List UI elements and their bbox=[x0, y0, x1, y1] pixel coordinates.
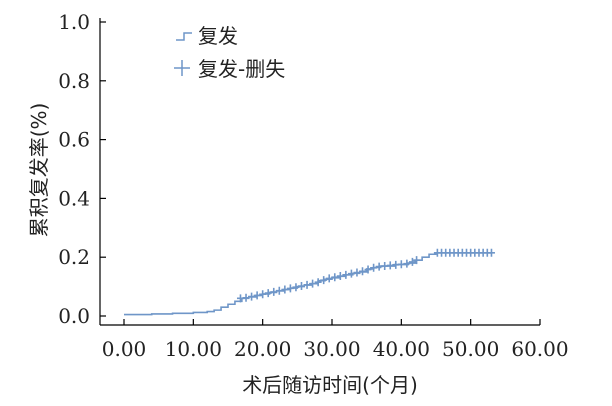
censor-mark bbox=[353, 268, 361, 277]
censor-mark bbox=[242, 293, 250, 302]
x-tick-label: 40.00 bbox=[373, 337, 430, 361]
x-tick-label: 10.00 bbox=[165, 337, 222, 361]
censor-mark bbox=[408, 257, 416, 266]
x-tick-label: 20.00 bbox=[234, 337, 291, 361]
legend-label-censor: 复发-删失 bbox=[198, 57, 285, 81]
censor-mark bbox=[259, 290, 267, 299]
censor-mark bbox=[303, 280, 311, 289]
censor-mark bbox=[359, 267, 367, 276]
censor-mark bbox=[292, 283, 300, 292]
x-tick-label: 50.00 bbox=[442, 337, 499, 361]
censor-mark bbox=[275, 286, 283, 295]
x-axis-title: 术后随访时间(个月) bbox=[242, 373, 418, 397]
censor-mark bbox=[270, 287, 278, 296]
legend-step-swatch bbox=[176, 32, 192, 41]
censor-mark bbox=[487, 248, 495, 257]
y-tick-label: 0.2 bbox=[58, 245, 90, 269]
censor-mark bbox=[314, 278, 322, 287]
legend-label-step: 复发 bbox=[198, 24, 238, 48]
censor-mark bbox=[253, 291, 261, 300]
x-ticks: 0.00 10.00 20.00 30.00 40.00 50.00 60.00 bbox=[102, 319, 569, 361]
censor-mark bbox=[413, 256, 421, 265]
censor-mark bbox=[264, 289, 272, 298]
censor-mark bbox=[336, 272, 344, 281]
x-tick-label: 60.00 bbox=[511, 337, 568, 361]
plot-area: 0.0 0.2 0.4 0.6 0.8 1.0 0.00 10.00 20.00 30.00 40… bbox=[58, 10, 568, 361]
legend: 复发 复发-删失 bbox=[174, 24, 285, 81]
censor-mark bbox=[309, 279, 317, 288]
x-tick-label: 30.00 bbox=[303, 337, 360, 361]
censor-mark bbox=[325, 274, 333, 283]
censor-mark bbox=[331, 273, 339, 282]
y-tick-label: 0.0 bbox=[58, 304, 90, 328]
y-tick-label: 1.0 bbox=[58, 10, 90, 34]
x-tick-label: 0.00 bbox=[102, 337, 147, 361]
censor-marks bbox=[236, 248, 495, 303]
censor-mark bbox=[248, 292, 256, 301]
censor-mark bbox=[364, 265, 372, 274]
censor-mark bbox=[347, 269, 355, 278]
censor-mark bbox=[281, 285, 289, 294]
y-tick-label: 0.8 bbox=[58, 69, 90, 93]
censor-mark bbox=[297, 282, 305, 291]
y-axis-title: 累积复发率(%) bbox=[27, 103, 51, 238]
censor-mark bbox=[342, 270, 350, 279]
legend-item-censor: 复发-删失 bbox=[174, 57, 285, 81]
censor-mark bbox=[320, 276, 328, 285]
legend-censor-swatch bbox=[174, 60, 190, 76]
legend-item-step: 复发 bbox=[176, 24, 238, 48]
y-ticks: 0.0 0.2 0.4 0.6 0.8 1.0 bbox=[58, 10, 106, 328]
y-tick-label: 0.4 bbox=[58, 186, 90, 210]
censor-mark bbox=[370, 263, 378, 272]
censor-mark bbox=[403, 259, 411, 268]
censor-mark bbox=[286, 284, 294, 293]
y-tick-label: 0.6 bbox=[58, 128, 90, 152]
